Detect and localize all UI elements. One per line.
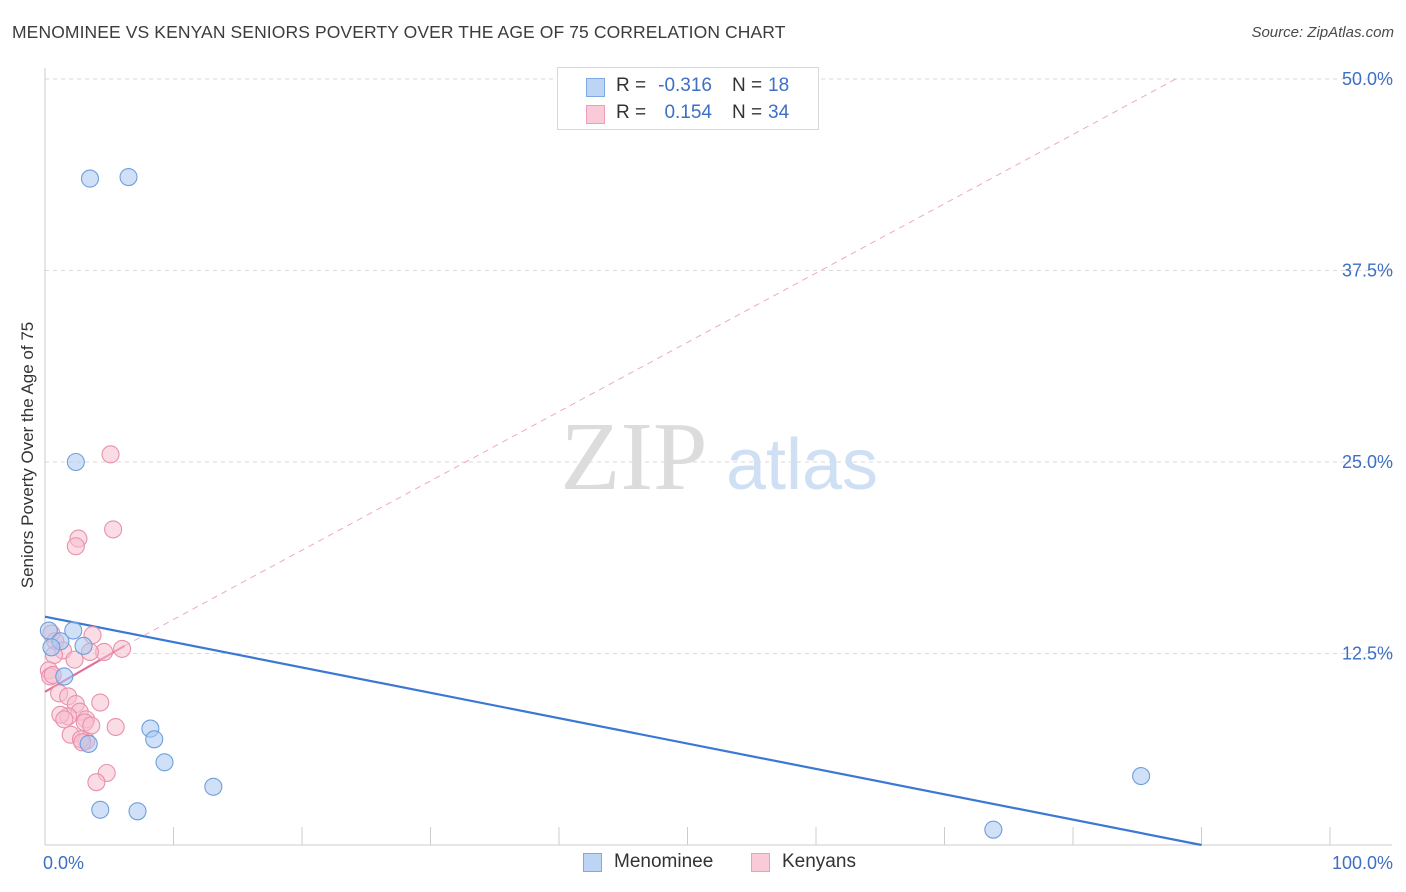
tick-labels: 12.5% 25.0% 37.5% 50.0% 0.0% 100.0% bbox=[43, 69, 1393, 873]
data-point-kenyans bbox=[87, 773, 106, 792]
watermark: ZIP atlas bbox=[561, 403, 879, 511]
x-tick-label: 100.0% bbox=[1332, 853, 1393, 873]
data-point-menominee bbox=[55, 667, 74, 686]
legend-r-label: R = bbox=[616, 102, 647, 123]
data-point-kenyans bbox=[106, 717, 125, 737]
data-point-menominee bbox=[145, 730, 164, 749]
data-point-kenyans bbox=[101, 445, 120, 464]
legend-swatch-kenyans bbox=[586, 105, 605, 124]
legend-r-value: 0.154 bbox=[664, 102, 712, 123]
y-tick-label: 50.0% bbox=[1342, 69, 1393, 89]
source-label: Source: ZipAtlas.com bbox=[1251, 24, 1394, 41]
x-tick-label: 0.0% bbox=[43, 853, 84, 873]
y-tick-label: 12.5% bbox=[1342, 644, 1393, 664]
data-point-kenyans bbox=[104, 520, 123, 539]
data-point-menominee bbox=[80, 169, 100, 188]
series-name-kenyans: Kenyans bbox=[782, 851, 856, 872]
correlation-legend: R = -0.316 N = 18 R = 0.154 N = 34 bbox=[557, 67, 819, 130]
data-point-menominee bbox=[1132, 767, 1151, 786]
data-point-menominee bbox=[42, 638, 61, 657]
data-point-menominee bbox=[155, 753, 174, 772]
data-point-menominee bbox=[204, 777, 223, 796]
data-point-kenyans bbox=[66, 537, 85, 556]
series-swatch-menominee bbox=[583, 853, 602, 872]
data-point-menominee bbox=[91, 800, 110, 819]
data-point-menominee bbox=[64, 621, 83, 640]
data-point-menominee bbox=[66, 452, 85, 472]
data-point-menominee bbox=[79, 734, 98, 753]
data-point-kenyans bbox=[113, 639, 132, 658]
axes bbox=[44, 68, 1392, 846]
data-point-kenyans bbox=[82, 716, 101, 735]
data-point-menominee bbox=[74, 636, 93, 655]
trend-extension-kenyans bbox=[124, 78, 1177, 647]
gridlines bbox=[45, 78, 1392, 654]
series-name-menominee: Menominee bbox=[614, 851, 714, 872]
data-points bbox=[39, 167, 1151, 839]
data-point-menominee bbox=[128, 802, 147, 821]
y-tick-label: 37.5% bbox=[1342, 261, 1393, 281]
trend-line-menominee bbox=[44, 615, 1202, 847]
series-swatch-kenyans bbox=[751, 853, 770, 872]
chart-title: MENOMINEE VS KENYAN SENIORS POVERTY OVER… bbox=[12, 22, 786, 42]
data-point-menominee bbox=[119, 167, 138, 187]
watermark-atlas: atlas bbox=[726, 425, 878, 505]
legend-r-value: -0.316 bbox=[658, 75, 712, 96]
legend-n-label: N = bbox=[732, 75, 763, 96]
data-point-kenyans bbox=[55, 710, 74, 729]
legend-n-label: N = bbox=[732, 102, 763, 123]
data-point-kenyans bbox=[91, 693, 110, 712]
data-point-kenyans bbox=[65, 650, 84, 669]
legend-n-value: 34 bbox=[768, 102, 790, 123]
watermark-zip: ZIP bbox=[561, 403, 708, 511]
legend-n-value: 18 bbox=[768, 75, 790, 96]
data-point-menominee bbox=[984, 820, 1003, 839]
y-tick-label: 25.0% bbox=[1342, 452, 1393, 472]
legend-swatch-menominee bbox=[586, 78, 605, 97]
legend-r-label: R = bbox=[616, 75, 647, 96]
